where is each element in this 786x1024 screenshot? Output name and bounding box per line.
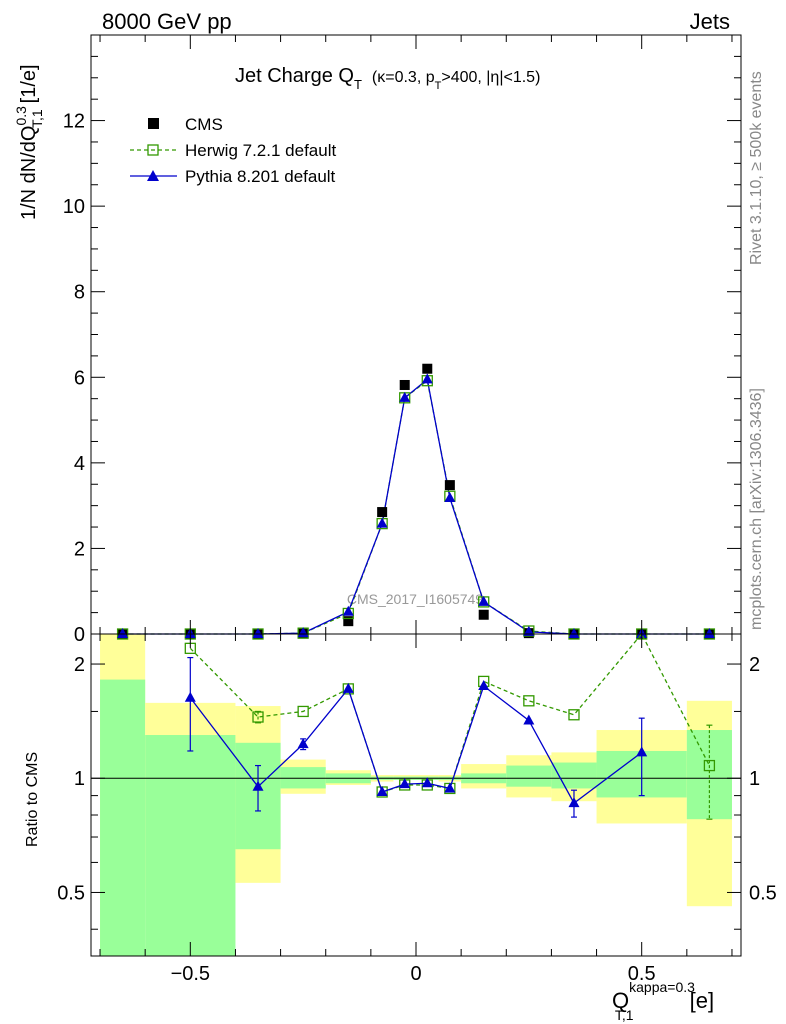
ratio-y-label: Ratio to CMS — [24, 752, 41, 847]
header-right: Jets — [690, 9, 730, 34]
main-ytick-label-2: 4 — [74, 453, 85, 475]
pythia-ratio-point-12 — [636, 746, 648, 757]
pythia-point-3 — [297, 627, 309, 638]
pythia-point-6 — [399, 391, 411, 402]
cms-point-5 — [377, 507, 388, 518]
cms-point-6 — [399, 379, 410, 390]
herwig-ratio-point-10 — [523, 695, 535, 707]
chart-title-main-sub: T — [354, 77, 362, 92]
mcplots-label: mcplots.cern.ch [arXiv:1306.3436] — [748, 388, 765, 630]
legend-marker-pythia — [147, 170, 159, 181]
legend: CMS Herwig 7.2.1 default Pythia 8.201 de… — [130, 115, 336, 186]
band-inner-0 — [100, 679, 146, 956]
ratio-plot-marks — [91, 632, 741, 820]
legend-marker-herwig — [147, 144, 159, 156]
cms-point-4 — [343, 616, 354, 627]
main-ytick-label-1: 2 — [74, 538, 85, 560]
x-label: Qkappa=0.3 T,1 [e] — [612, 979, 714, 1023]
legend-label-herwig: Herwig 7.2.1 default — [185, 141, 336, 160]
main-y-label: 1/N dN/dQ0.3T,1 [1/e] — [13, 64, 45, 220]
pythia-point-7 — [421, 373, 433, 384]
cms-point-9 — [478, 609, 489, 620]
xtick-label-2: 0.5 — [628, 963, 656, 985]
chart-title-cuts-k: (κ=0.3, p — [372, 69, 435, 86]
ratio-uncertainty-bands — [100, 634, 732, 956]
herwig-ratio-point-13 — [703, 759, 716, 772]
legend-label-cms: CMS — [185, 115, 223, 134]
header-left: 8000 GeV pp — [102, 9, 232, 34]
chart-title: Jet Charge QT (κ=0.3, pT>400, |η|<1.5) — [235, 65, 540, 92]
x-label-unit: [e] — [690, 988, 714, 1013]
main-ytick-label-4: 8 — [74, 282, 85, 304]
pythia-ratio-point-10 — [523, 714, 535, 725]
rivet-label: Rivet 3.1.10, ≥ 500k events — [748, 71, 765, 265]
pythia-point-8 — [444, 491, 456, 502]
pythia-point-2 — [252, 628, 264, 638]
ratio-ytick-label-right-0: 0.5 — [749, 882, 777, 904]
x-label-sup: kappa=0.3 — [629, 979, 695, 995]
pythia-ratio-point-11 — [568, 797, 580, 808]
main-ytick-label-5: 10 — [63, 196, 85, 218]
pythia-ratio-point-2 — [252, 780, 264, 791]
xtick-label-0: −0.5 — [171, 963, 210, 985]
ratio-frame — [90, 633, 742, 957]
pythia-point-10 — [523, 625, 535, 636]
pythia-point-13 — [703, 628, 715, 638]
ratio-ytick-label-left-2: 2 — [74, 654, 85, 676]
main-ytick-label-0: 0 — [74, 624, 85, 646]
pythia-point-5 — [376, 517, 388, 528]
pythia-ratio-point-7 — [421, 777, 433, 788]
x-label-q: Q — [612, 988, 629, 1013]
cms-point-7 — [422, 363, 433, 374]
legend-marker-cms — [148, 118, 159, 129]
main-y-label-suffix: [1/e] — [18, 64, 40, 103]
herwig-ratio-point-2 — [252, 711, 264, 723]
pythia-ratio-point-6 — [399, 778, 411, 789]
band-inner-13 — [686, 730, 732, 820]
pythia-point-4 — [342, 605, 354, 616]
legend-label-pythia: Pythia 8.201 default — [185, 167, 336, 186]
x-label-sub: T,1 — [615, 1007, 634, 1023]
main-ytick-label-6: 12 — [63, 111, 85, 133]
band-inner-1 — [145, 735, 236, 956]
ratio-ytick-label-right-1: 1 — [749, 768, 760, 790]
cms-point-8 — [444, 480, 455, 491]
pythia-ratio-point-4 — [342, 682, 354, 693]
main-y-label-prefix: 1/N dN/dQ — [18, 126, 40, 220]
main-ytick-label-3: 6 — [74, 367, 85, 389]
chart-title-cuts-rest: >400, |η|<1.5) — [441, 69, 540, 86]
pythia-point-11 — [568, 628, 580, 638]
ratio-ytick-label-right-2: 2 — [749, 654, 760, 676]
band-inner-10 — [506, 765, 552, 787]
xtick-label-1: 0 — [410, 963, 421, 985]
pythia-point-0 — [117, 628, 129, 638]
chart-title-main: Jet Charge Q — [235, 65, 354, 87]
main-y-label-sup: 0.3 — [13, 106, 29, 126]
pythia-ratio-point-9 — [478, 680, 490, 691]
pythia-point-9 — [478, 595, 490, 606]
pythia-ratio-point-8 — [444, 782, 456, 793]
pythia-ratio-point-5 — [376, 785, 388, 796]
herwig-ratio-point-11 — [568, 709, 580, 721]
herwig-ratio-point-3 — [297, 705, 309, 718]
pythia-ratio-point-1 — [184, 691, 196, 702]
pythia-ratio-line — [189, 684, 643, 805]
herwig-ratio-line — [189, 632, 710, 793]
chart-title-cuts-sub: T — [435, 80, 442, 92]
pythia-ratio-point-3 — [297, 738, 309, 749]
ratio-ytick-label-left-1: 1 — [74, 768, 85, 790]
watermark: CMS_2017_I1605749 — [347, 591, 483, 607]
main-y-label-sub: T,1 — [29, 109, 45, 128]
ratio-ytick-label-left-0: 0.5 — [57, 882, 85, 904]
